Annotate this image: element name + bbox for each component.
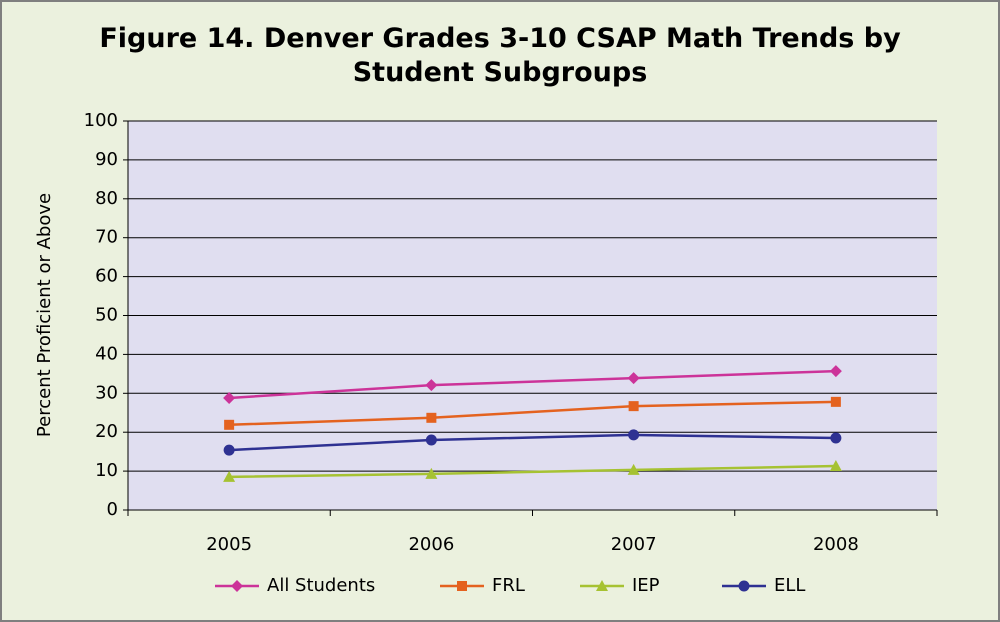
series-line — [229, 400, 836, 427]
marker — [231, 580, 243, 592]
chart-title: Figure 14. Denver Grades 3-10 CSAP Math … — [99, 23, 901, 88]
y-tick-label: 40 — [95, 343, 118, 364]
marker — [627, 372, 640, 385]
y-tick-label: 60 — [95, 266, 118, 287]
legend-label: IEP — [632, 575, 660, 596]
y-tick-label: 0 — [107, 499, 118, 520]
y-tick-label: 70 — [95, 227, 118, 248]
legend-label: FRL — [492, 575, 525, 596]
series-line — [229, 433, 836, 452]
marker — [738, 580, 750, 592]
marker — [829, 460, 842, 472]
marker — [457, 581, 467, 591]
marker — [628, 429, 640, 441]
marker — [426, 412, 437, 423]
y-tick-label: 50 — [95, 305, 118, 326]
marker — [829, 365, 842, 378]
y-axis-label: Percent Proficient or Above — [34, 193, 55, 437]
x-tick-label: 2006 — [408, 534, 454, 555]
marker — [425, 467, 438, 479]
marker — [425, 379, 438, 392]
marker — [425, 434, 437, 446]
marker — [596, 580, 608, 591]
legend-label: ELL — [774, 575, 805, 596]
marker — [223, 391, 236, 404]
series-line — [229, 464, 836, 479]
x-tick-label: 2005 — [206, 534, 252, 555]
y-tick-label: 30 — [95, 382, 118, 403]
y-tick-label: 80 — [95, 188, 118, 209]
marker — [224, 419, 235, 430]
marker — [628, 401, 639, 412]
y-tick-label: 20 — [95, 421, 118, 442]
marker — [830, 432, 842, 444]
series-line — [229, 369, 836, 400]
y-tick-label: 10 — [95, 460, 118, 481]
marker — [223, 470, 236, 482]
marker — [223, 444, 235, 456]
x-tick-label: 2007 — [611, 534, 657, 555]
legend-label: All Students — [267, 575, 375, 596]
y-tick-label: 100 — [84, 110, 118, 131]
x-tick-label: 2008 — [813, 534, 859, 555]
y-tick-label: 90 — [95, 149, 118, 170]
marker — [627, 463, 640, 475]
marker — [830, 396, 841, 407]
